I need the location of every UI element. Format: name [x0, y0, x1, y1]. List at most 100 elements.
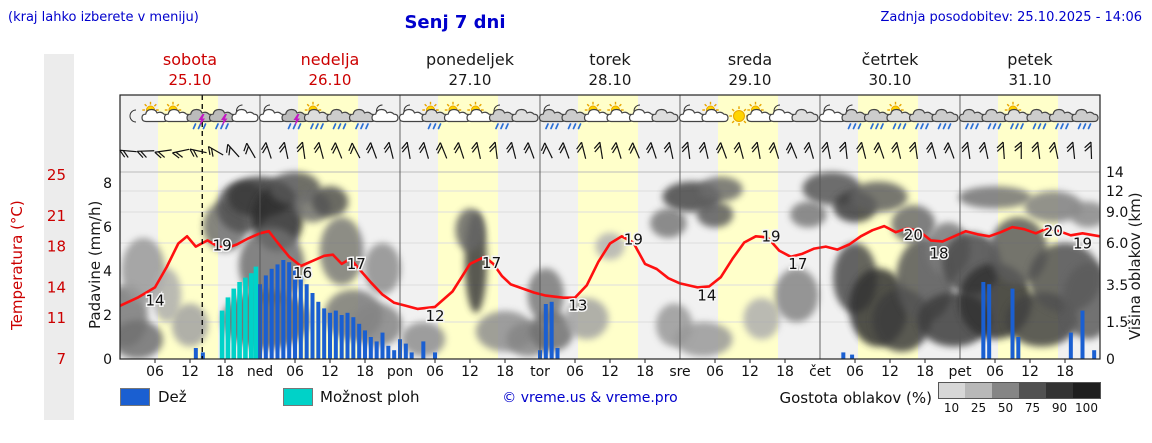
cloud-blob [774, 268, 819, 322]
rain-bar [1080, 310, 1085, 359]
wind-barb [891, 141, 902, 159]
weather-icon-sun-cloud [746, 101, 774, 123]
weather-icon-sun-cloud [583, 101, 612, 123]
wind-barb [278, 141, 289, 159]
rain-bar [1068, 332, 1073, 359]
wind-barb [856, 141, 867, 159]
day-name: četrtek [861, 50, 919, 69]
rain-bar [543, 304, 548, 359]
wind-barb [540, 142, 553, 159]
weather-icon-rain [931, 108, 959, 130]
rain-bar [193, 348, 198, 359]
cloud-tick-label: 3.5 [1106, 278, 1128, 294]
wind-barb [838, 141, 848, 160]
wind-barb [330, 142, 343, 159]
cloud-blob [120, 320, 164, 359]
rain-bar [351, 317, 356, 359]
rain-bar [275, 264, 280, 359]
wind-barb [961, 141, 971, 160]
x-tick-label: 12 [601, 364, 619, 380]
credit-link[interactable]: © vreme.us & vreme.pro [502, 390, 678, 406]
precip-tick-label: 6 [103, 220, 112, 236]
rain-bar [287, 262, 292, 359]
wind-barb [506, 141, 517, 159]
rain-bar [1092, 350, 1097, 359]
day-header-nedelja: nedelja 26.10 [265, 52, 395, 88]
cloud-blob [364, 243, 401, 295]
temp-tick-label: 25 [47, 166, 66, 184]
cloud-tick-label: 6.0 [1106, 236, 1128, 252]
density-swatch [965, 382, 992, 399]
weather-icon-sun-rain [421, 101, 449, 130]
wind-barb [645, 142, 657, 159]
rain-bar [368, 337, 373, 359]
shower-bar [219, 310, 225, 359]
temperature-value-label: 16 [293, 264, 312, 282]
x-tick-label: pet [949, 364, 973, 380]
page-title: Senj 7 dni [404, 12, 506, 33]
wind-barb [768, 142, 780, 159]
day-header-sreda: sreda 29.10 [685, 52, 815, 88]
x-tick-label: 06 [706, 364, 724, 380]
temperature-value-label: 17 [482, 254, 501, 272]
x-tick-label: pon [387, 364, 413, 380]
cloud-tick-label: 14 [1106, 165, 1124, 181]
weather-icon-cloud [511, 108, 539, 123]
cloud-blob [1062, 263, 1100, 340]
day-name: sobota [162, 50, 218, 69]
wind-barb [943, 142, 955, 159]
weather-icon-sun-rain [1003, 101, 1032, 130]
density-tick-label: 90 [1051, 401, 1068, 415]
day-header-sobota: sobota 25.10 [125, 52, 255, 88]
wind-barb [453, 142, 465, 159]
wind-barb [698, 141, 709, 159]
temperature-value-label: 19 [624, 230, 643, 248]
wind-barb [401, 141, 411, 159]
x-tick-label: sre [669, 364, 690, 380]
cloud-blob [790, 201, 827, 228]
wind-barb [715, 142, 728, 159]
x-tick-label: 18 [916, 364, 934, 380]
day-date: 31.10 [1008, 71, 1052, 89]
rain-bar [304, 284, 309, 359]
rain-bar [374, 341, 379, 359]
density-tick-label: 10 [943, 401, 960, 415]
x-tick-label: 06 [426, 364, 444, 380]
cloud-density-label: Gostota oblakov (%) [779, 389, 932, 407]
wind-barb [296, 141, 306, 160]
rain-bar [380, 332, 385, 359]
rain-bar [386, 345, 391, 359]
wind-barb [225, 143, 240, 158]
rain-bar [1016, 337, 1021, 359]
wind-barb [1031, 141, 1041, 160]
cloud-blob [319, 217, 364, 285]
x-tick-label: 12 [321, 364, 339, 380]
rain-bar [549, 301, 554, 359]
cloud-blob [401, 322, 446, 357]
density-tick-label: 75 [1024, 401, 1041, 415]
temp-tick-label: 14 [47, 278, 66, 296]
wind-barb [523, 142, 535, 159]
x-tick-label: 18 [356, 364, 374, 380]
shower-bar [248, 273, 254, 359]
x-tick-label: ned [247, 364, 273, 380]
rain-bar [269, 268, 274, 359]
wind-barb [383, 141, 394, 159]
density-tick-label: 25 [970, 401, 987, 415]
temp-tick-label: 7 [56, 350, 66, 368]
day-name: sreda [727, 50, 773, 69]
wind-barb [243, 142, 256, 159]
density-swatch [992, 382, 1019, 399]
cloud-blob [696, 201, 734, 228]
rain-bar [339, 315, 344, 359]
wind-barb [663, 141, 674, 159]
cloud-tick-label: 0 [1106, 352, 1115, 368]
day-date: 26.10 [308, 71, 352, 89]
wind-barb [628, 142, 640, 159]
wind-barb [558, 142, 570, 159]
temperature-value-label: 20 [1044, 222, 1063, 240]
day-name: nedelja [300, 50, 360, 69]
weather-icon-moon-cloud [231, 104, 259, 123]
